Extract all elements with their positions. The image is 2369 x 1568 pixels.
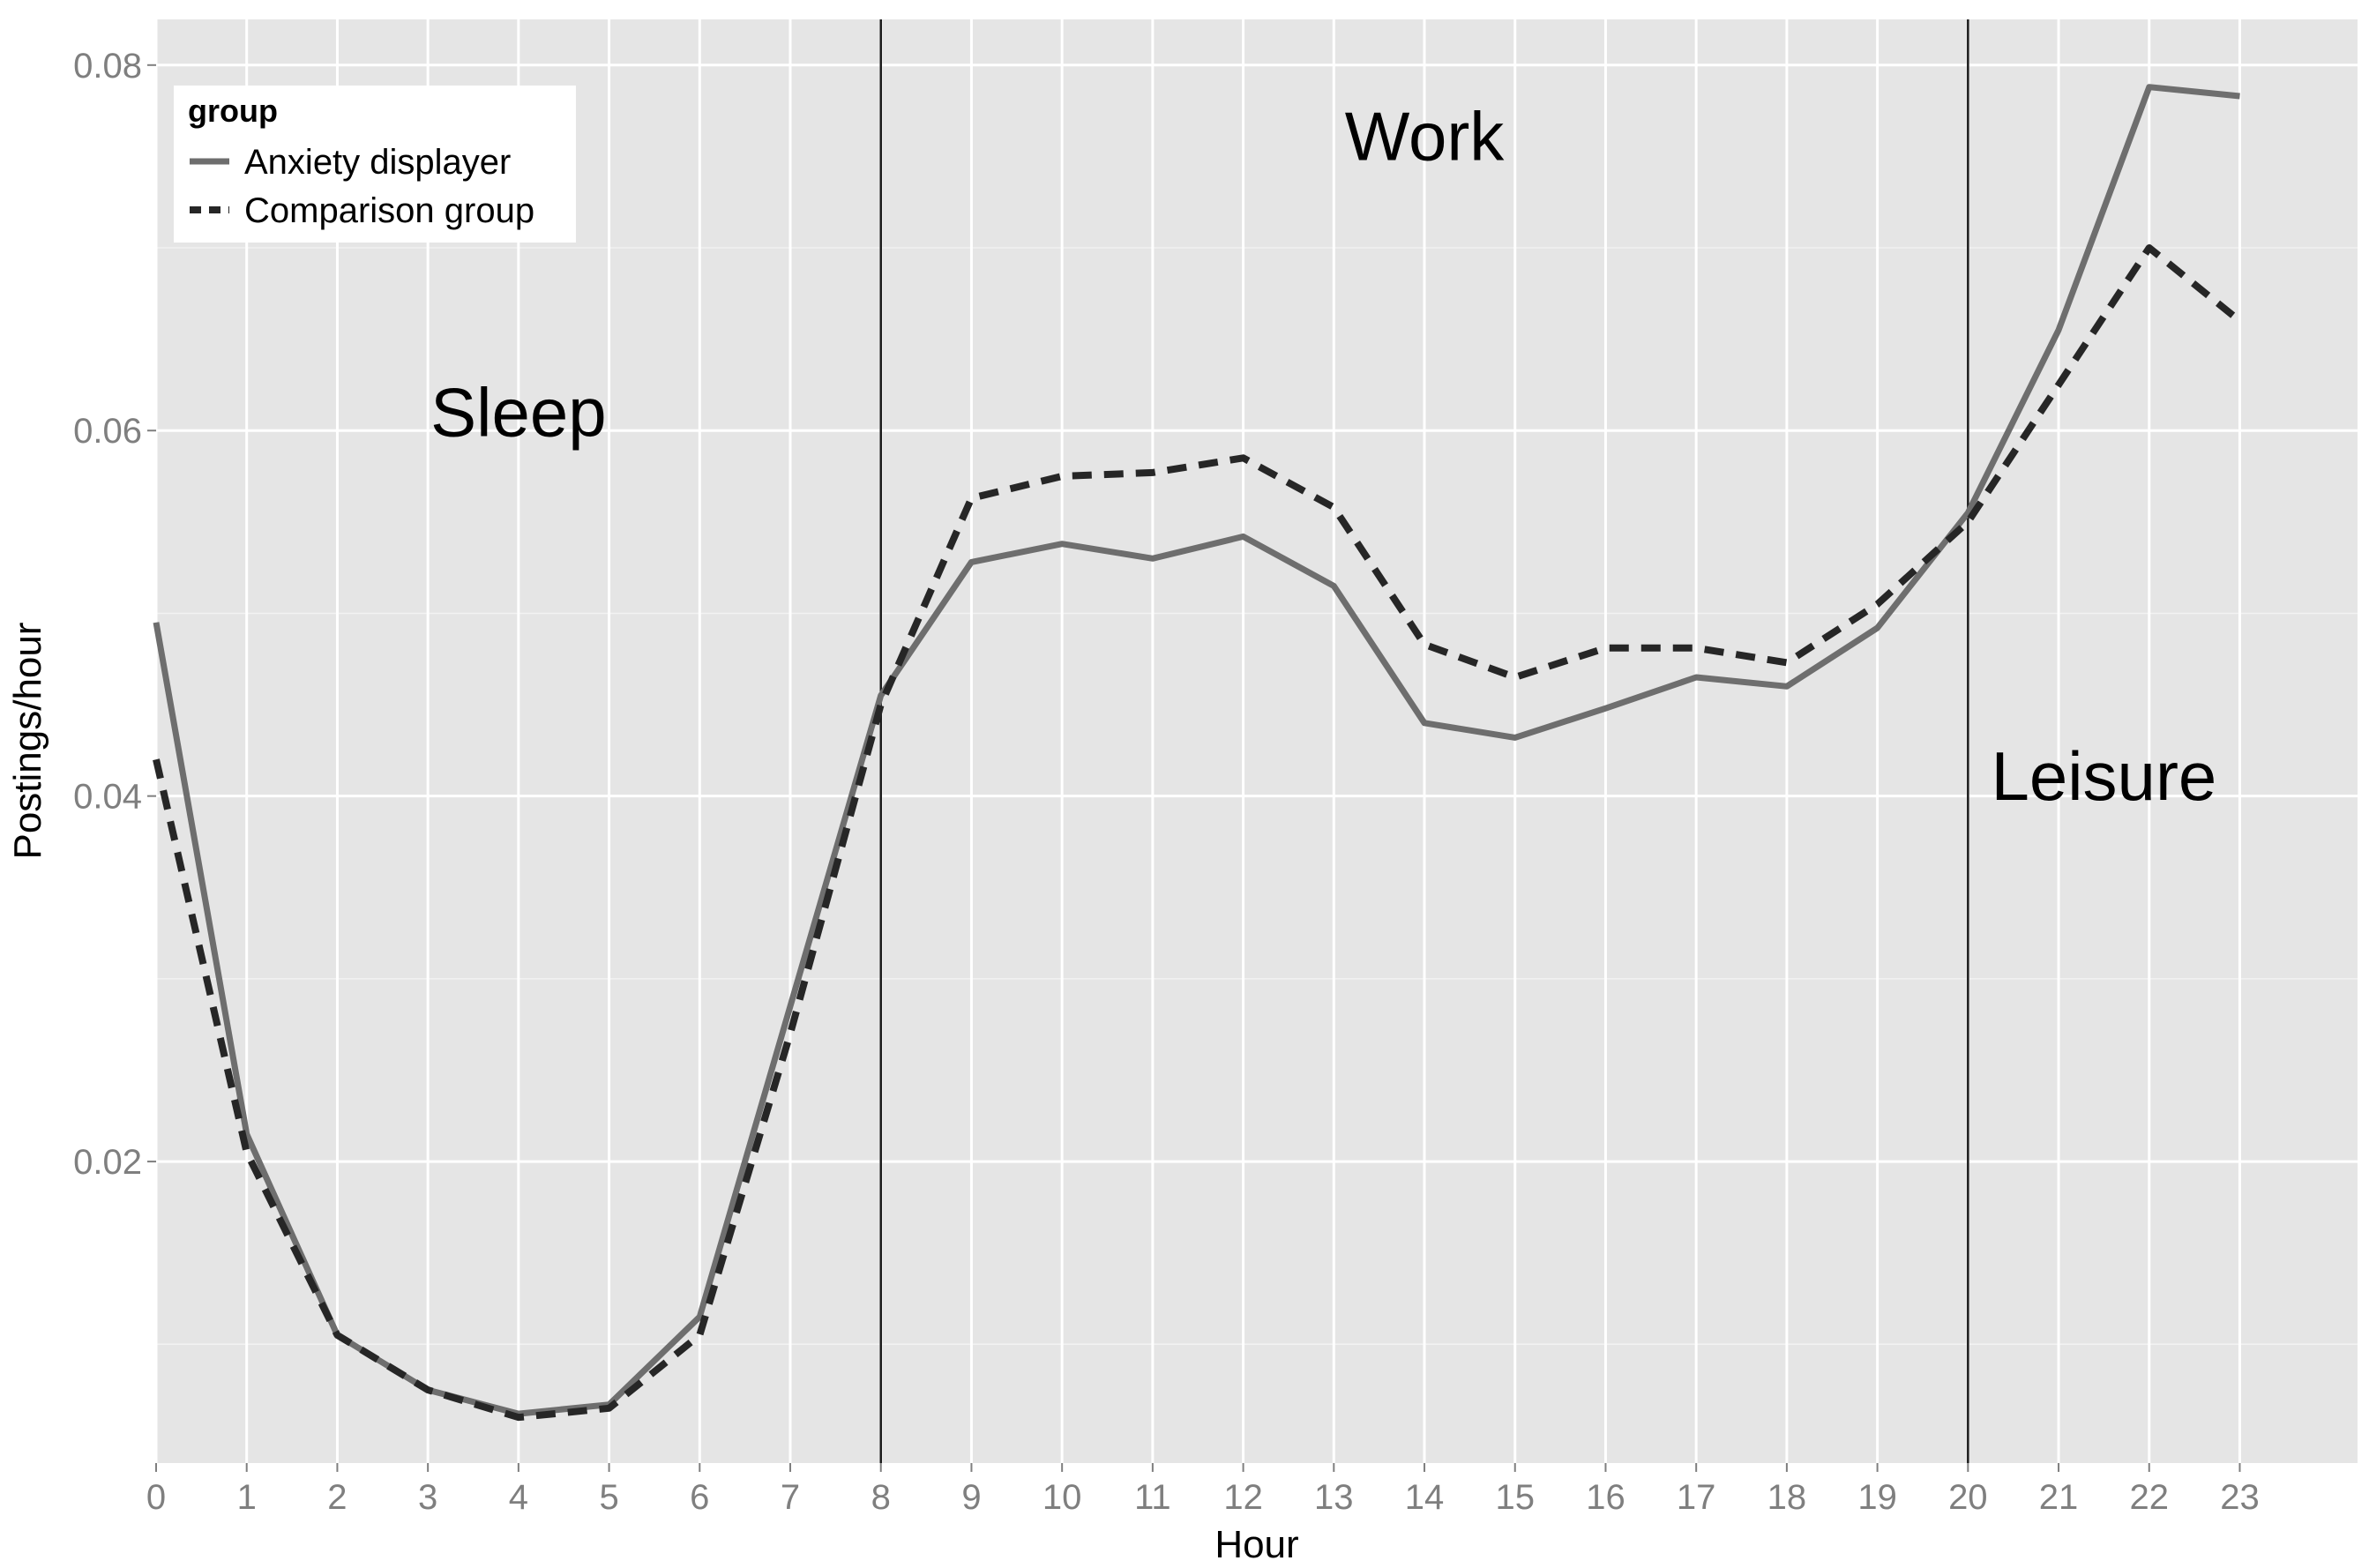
region-label-sleep: Sleep bbox=[430, 373, 607, 451]
x-tick-label: 4 bbox=[509, 1478, 528, 1517]
y-axis-title: Postings/hour bbox=[6, 622, 49, 859]
y-tick-label: 0.08 bbox=[73, 47, 142, 86]
x-tick-label: 7 bbox=[781, 1478, 800, 1517]
x-tick-label: 11 bbox=[1134, 1478, 1171, 1517]
region-label-work: Work bbox=[1345, 98, 1506, 175]
legend: group Anxiety displayer Comparison group bbox=[174, 86, 576, 243]
major-gridlines bbox=[154, 19, 2358, 1463]
x-tick-label: 13 bbox=[1314, 1478, 1354, 1517]
x-tick-label: 20 bbox=[1948, 1478, 1988, 1517]
x-tick-label: 3 bbox=[418, 1478, 437, 1517]
y-tick-label: 0.06 bbox=[73, 412, 142, 451]
x-tick-label: 17 bbox=[1677, 1478, 1716, 1517]
legend-box bbox=[174, 86, 576, 243]
region-divider-lines bbox=[879, 19, 1969, 1463]
x-tick-label: 5 bbox=[599, 1478, 618, 1517]
region-annotations: Sleep Work Leisure bbox=[430, 98, 2216, 815]
minor-gridlines bbox=[156, 247, 2358, 1346]
x-tick-label: 15 bbox=[1495, 1478, 1535, 1517]
plot-panel bbox=[156, 19, 2358, 1463]
series-line-anxiety-displayer bbox=[153, 84, 2240, 1417]
y-tick-label: 0.04 bbox=[73, 778, 142, 817]
x-tick-label: 6 bbox=[690, 1478, 709, 1517]
y-axis: 0.02 0.04 0.06 0.08 bbox=[73, 47, 156, 1182]
x-tick-label: 0 bbox=[146, 1478, 166, 1517]
x-tick-label: 14 bbox=[1405, 1478, 1445, 1517]
x-tick-label: 10 bbox=[1043, 1478, 1082, 1517]
x-tick-label: 18 bbox=[1767, 1478, 1807, 1517]
legend-label: Anxiety displayer bbox=[244, 143, 511, 182]
region-label-leisure: Leisure bbox=[1991, 737, 2216, 815]
x-tick-label: 22 bbox=[2130, 1478, 2170, 1517]
legend-label: Comparison group bbox=[244, 191, 534, 230]
x-tick-label: 1 bbox=[237, 1478, 257, 1517]
x-tick-label: 12 bbox=[1223, 1478, 1263, 1517]
x-tick-label: 23 bbox=[2220, 1478, 2260, 1517]
x-tick-label: 16 bbox=[1586, 1478, 1625, 1517]
x-tick-label: 19 bbox=[1857, 1478, 1897, 1517]
series-lines bbox=[153, 84, 2243, 1422]
y-tick-label: 0.02 bbox=[73, 1143, 142, 1182]
x-tick-label: 21 bbox=[2039, 1478, 2079, 1517]
x-tick-label: 8 bbox=[871, 1478, 891, 1517]
legend-title: group bbox=[188, 93, 278, 129]
x-axis: 0 1 2 3 4 5 6 7 8 9 10 11 12 13 14 15 16 17 18 19 20 21 22 23 bbox=[146, 1463, 2260, 1517]
x-axis-title: Hour bbox=[1214, 1523, 1298, 1564]
x-tick-label: 9 bbox=[961, 1478, 981, 1517]
x-tick-label: 2 bbox=[327, 1478, 347, 1517]
